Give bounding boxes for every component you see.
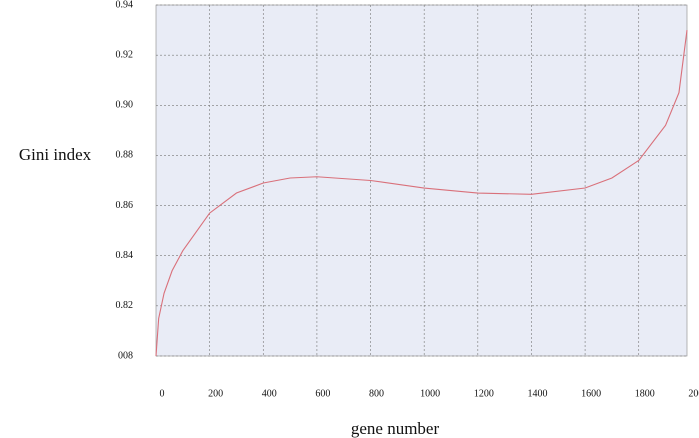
x-axis-label: gene number xyxy=(351,419,440,438)
y-tick-label: 0.94 xyxy=(116,0,134,10)
x-tick-label: 400 xyxy=(262,388,277,399)
y-tick-label: 0.82 xyxy=(116,300,134,311)
x-tick-label: 1600 xyxy=(581,388,601,399)
plot-area xyxy=(155,4,688,357)
x-tick-label: 0 xyxy=(160,388,165,399)
y-tick-label: 0.92 xyxy=(116,49,134,60)
x-tick-label: 1800 xyxy=(635,388,655,399)
x-tick-label: 1200 xyxy=(474,388,494,399)
y-axis-label: Gini index xyxy=(19,145,92,164)
y-tick-label: 0.90 xyxy=(116,100,134,111)
data-line xyxy=(155,29,688,357)
x-tick-label: 600 xyxy=(315,388,330,399)
x-tick-label: 800 xyxy=(369,388,384,399)
x-tick-label: 2000 xyxy=(688,388,699,399)
y-tick-label: 008 xyxy=(118,350,133,361)
x-tick-label: 200 xyxy=(208,388,223,399)
y-tick-label: 0.88 xyxy=(116,150,134,161)
x-tick-label: 1000 xyxy=(420,388,440,399)
y-tick-label: 0.86 xyxy=(116,200,134,211)
x-tick-label: 1400 xyxy=(527,388,547,399)
y-tick-label: 0.84 xyxy=(116,250,134,261)
